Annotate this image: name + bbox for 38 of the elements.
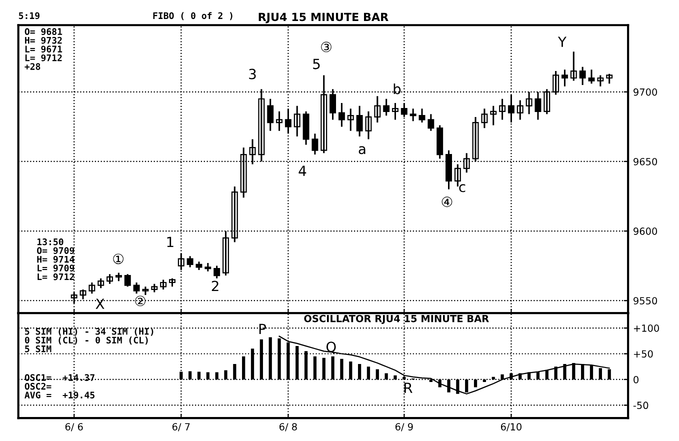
annotation: Q [326,342,336,354]
annotation: OSC1= +14.37 OSC2= AVG = +19.45 [24,374,94,398]
annotation: 4 [298,166,306,176]
annotation: 1 [167,236,174,247]
annotation: 5 SIM (HI) - 34 SIM (HI) 0 SIM (CL) - 0 SIM (CL) 5 SIM [24,328,154,352]
annotation: X [96,298,104,309]
annotation: 2 [212,280,218,292]
annotation: ④ [442,196,452,208]
y-tick-label: 9550 [634,297,658,304]
chart-title: RJU4 15 MINUTE BAR [258,12,388,24]
annotation: ② [135,296,146,306]
annotation: 13:50 O= 9709 H= 9714 L= 9709 L= 9712 [37,238,74,280]
x-tick-label: 6/ 6 [65,423,83,432]
x-tick-label: 6/10 [500,423,522,432]
annotation: c [459,184,466,192]
text: O= 9681 H= 9732 L= 9671 L= 9712 +28 [24,28,62,70]
annotation: 3 [249,68,256,80]
chart-title: OSCILLATOR RJU4 15 MINUTE BAR [304,314,489,324]
y-tick-label: 0 [634,376,638,384]
annotation: ① [113,254,124,264]
y-tick-label: 9600 [634,228,658,235]
y-tick-label: 9650 [634,158,658,166]
x-tick-label: 6/ 9 [395,423,413,432]
annotation: Y [558,36,566,47]
x-tick-label: 6/ 8 [280,423,297,432]
y-tick-label: +100 [634,324,659,332]
text: FIBO ( 0 of 2 ) [153,12,232,20]
annotation: P [259,324,266,334]
text: 5:19 [18,12,40,20]
x-tick-label: 6/ 7 [172,423,190,432]
annotation: b [394,84,401,94]
y-tick-label: +50 [634,350,653,358]
y-tick-label: -50 [633,402,648,410]
annotation: ③ [321,42,332,52]
annotation: 5 [313,58,320,70]
y-tick-label: 9700 [634,88,658,96]
annotation: R [404,382,412,393]
annotation: a [358,146,366,154]
